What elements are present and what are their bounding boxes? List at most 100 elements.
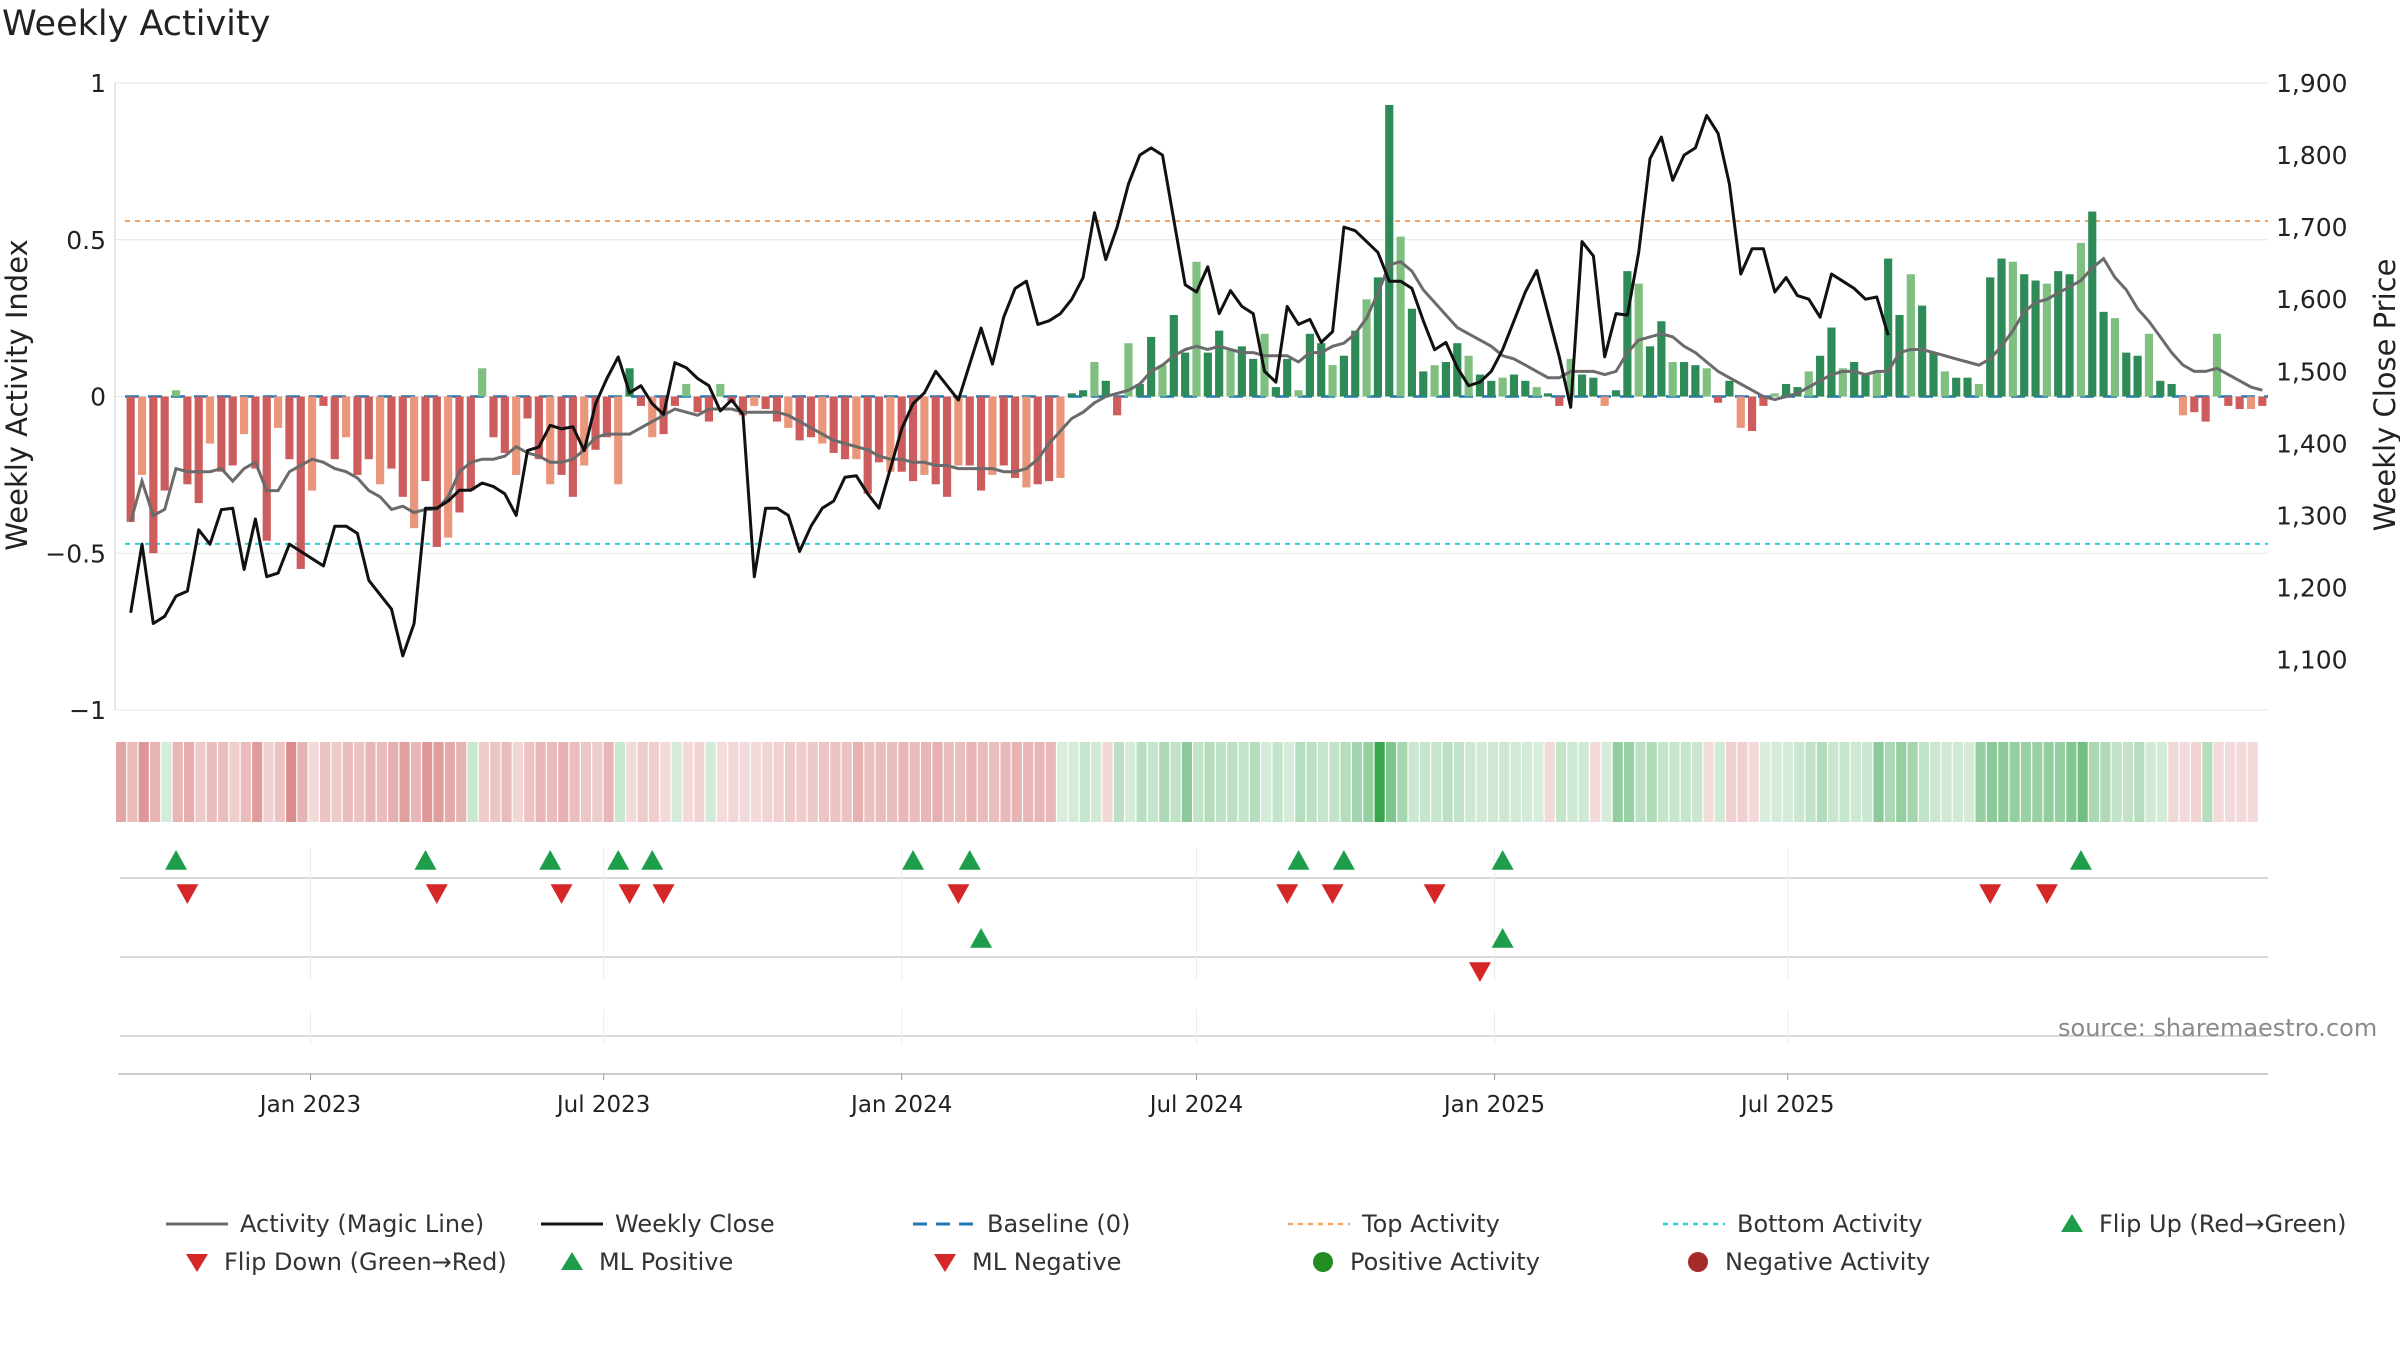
- activity-bar: [1441, 362, 1451, 397]
- activity-bar: [1872, 371, 1881, 397]
- strip-cell: [1340, 742, 1351, 822]
- strip-cell: [1000, 742, 1011, 822]
- activity-bar: [2190, 396, 2199, 413]
- activity-bar: [1396, 236, 1405, 397]
- activity-bar: [1192, 261, 1201, 397]
- activity-bar: [2031, 280, 2040, 397]
- activity-bar: [1373, 277, 1382, 397]
- legend-label: Top Activity: [1362, 1210, 1500, 1238]
- activity-bar: [1555, 396, 1564, 406]
- strip-cell: [116, 742, 127, 822]
- activity-bar: [784, 396, 793, 428]
- strip-cell: [898, 742, 909, 822]
- legend-item-pos-act: Positive Activity: [1308, 1246, 1540, 1278]
- activity-bar: [976, 396, 986, 491]
- strip-cell: [1578, 742, 1589, 822]
- y-tick-label: 1: [90, 69, 106, 98]
- y2-axis-label: Weekly Close Price: [2368, 259, 2400, 532]
- strip-cell: [1521, 742, 1533, 822]
- strip-cell: [2247, 742, 2258, 822]
- activity-bar: [1158, 365, 1167, 397]
- flip-up-marker: [607, 850, 630, 870]
- strip-cell: [569, 742, 580, 822]
- y2-tick-label: 1,100: [2276, 646, 2348, 675]
- activity-bar: [1203, 352, 1212, 397]
- strip-cell: [626, 742, 637, 822]
- activity-bar: [1045, 396, 1054, 482]
- activity-bar: [489, 396, 498, 438]
- strip-cell: [308, 742, 319, 822]
- strip-cell: [1295, 742, 1306, 822]
- strip-cell: [1850, 742, 1861, 822]
- strip-cell: [614, 742, 626, 822]
- activity-bar: [795, 396, 804, 441]
- strip-cell: [1215, 742, 1226, 822]
- activity-bar: [1237, 346, 1246, 397]
- strip-cell: [1068, 742, 1079, 822]
- activity-bar: [239, 396, 249, 435]
- strip-cell: [1510, 742, 1521, 822]
- flip-up-marker: [1332, 850, 1355, 870]
- strip-cell: [1771, 742, 1782, 822]
- strip-cell: [1374, 742, 1385, 822]
- strip-cell: [1102, 742, 1113, 822]
- strip-cell: [150, 742, 161, 822]
- activity-bar: [1577, 374, 1587, 397]
- strip-cell: [1612, 742, 1623, 822]
- activity-bar: [625, 368, 634, 397]
- activity-bar: [1056, 396, 1065, 479]
- strip-cell: [2043, 742, 2054, 822]
- ml-positive-marker: [970, 928, 993, 948]
- activity-bar: [1861, 374, 1870, 397]
- strip-cell: [1034, 742, 1045, 822]
- series-lines: [129, 113, 2263, 658]
- flip-up-marker: [539, 850, 562, 870]
- activity-bar: [1215, 330, 1224, 397]
- activity-bar: [1067, 393, 1076, 397]
- strip-cell: [716, 742, 728, 822]
- strip-cell: [1011, 742, 1022, 822]
- activity-bar: [1407, 308, 1417, 397]
- strip-cell: [2054, 742, 2066, 822]
- strip-cell: [1023, 742, 1034, 822]
- activity-bar: [523, 396, 532, 419]
- strip-cell: [1397, 742, 1408, 822]
- strip-cell: [660, 742, 671, 822]
- activity-bar: [942, 396, 952, 497]
- activity-bar: [908, 396, 918, 482]
- legend-symbol: [1313, 1252, 1333, 1272]
- strip-cell: [1873, 742, 1884, 822]
- legend-item-close: Weekly Close: [541, 1208, 775, 1240]
- activity-bar: [2212, 333, 2222, 397]
- legend-symbol: [1688, 1252, 1708, 1272]
- activity-bar: [285, 396, 294, 460]
- strip-cell: [297, 742, 308, 822]
- strip-cell: [1952, 742, 1963, 822]
- strip-cell: [637, 742, 648, 822]
- flip-up-marker: [165, 850, 188, 870]
- legend-symbol: [934, 1254, 956, 1272]
- strip-cell: [1249, 742, 1261, 822]
- legend-item-ml-neg: ML Negative: [930, 1246, 1121, 1278]
- activity-bar: [1226, 349, 1235, 397]
- strip-cell: [1930, 742, 1941, 822]
- x-tick-label: Jul 2024: [1148, 1092, 1244, 1118]
- activity-bar: [1748, 396, 1757, 431]
- strip-cell: [1658, 742, 1669, 822]
- legend-symbol: [561, 1252, 583, 1270]
- strip-cell: [955, 742, 966, 822]
- strip-cell: [909, 742, 920, 822]
- strip-cell: [1782, 742, 1793, 822]
- strip-cell: [1057, 742, 1068, 822]
- activity-bar: [194, 396, 203, 504]
- activity-bar: [126, 396, 135, 522]
- strip-cell: [1918, 742, 1929, 822]
- activity-heat-strip: [116, 742, 2258, 822]
- strip-cell: [2088, 742, 2100, 822]
- activity-bar: [954, 396, 963, 466]
- strip-cell: [989, 742, 1000, 822]
- strip-cell: [1975, 742, 1986, 822]
- activity-bar: [251, 396, 260, 469]
- activity-bar: [648, 396, 657, 438]
- activity-bars: [126, 104, 2267, 569]
